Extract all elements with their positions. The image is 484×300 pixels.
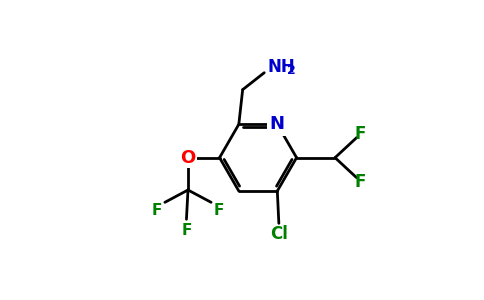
Text: 2: 2 — [287, 64, 296, 77]
Text: F: F — [182, 223, 192, 238]
Text: NH: NH — [267, 58, 295, 76]
Text: F: F — [355, 172, 366, 190]
Text: O: O — [181, 149, 196, 167]
Text: F: F — [152, 202, 162, 217]
Text: Cl: Cl — [270, 225, 288, 243]
Text: N: N — [270, 115, 285, 133]
Text: F: F — [355, 125, 366, 143]
Text: F: F — [213, 202, 224, 217]
